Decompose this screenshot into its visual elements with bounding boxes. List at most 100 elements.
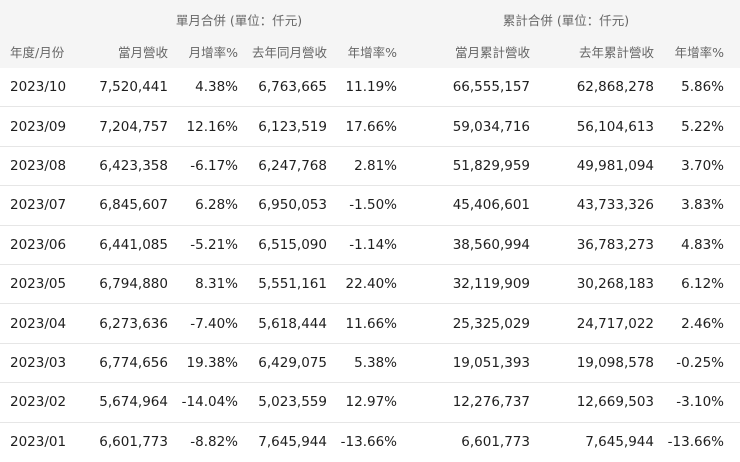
cell-monthly-revenue: 6,774,656 [99,354,168,371]
cell-yoy: -1.14% [349,236,397,253]
cell-last-year-cum: 30,268,183 [576,276,654,293]
cell-cum-yoy: 3.83% [681,197,724,214]
cell-mom: -14.04% [181,394,238,411]
cell-cum-yoy: 3.70% [681,157,724,174]
table-row: 2023/10 7,520,441 4.38% 6,763,665 11.19% 66,5… [0,68,740,108]
cell-mom: 8.31% [195,276,238,293]
table-body: 2023/10 7,520,441 4.38% 6,763,665 11.19% 66,5… [0,68,740,462]
col-header-monthly-revenue: 當月營收 [117,45,168,60]
cell-last-year-cum: 49,981,094 [576,157,654,174]
cell-last-year-monthly: 7,645,944 [258,434,327,451]
cell-cum-revenue: 45,406,601 [452,197,530,214]
cell-period: 2023/02 [10,394,67,411]
col-header-mom: 月增率% [188,45,238,60]
cell-cum-revenue: 12,276,737 [452,394,530,411]
cell-yoy: 12.97% [345,394,397,411]
table-row: 2023/01 6,601,773 -8.82% 7,645,944 -13.66% 6,… [0,423,740,462]
cell-mom: 19.38% [186,354,238,371]
cell-last-year-monthly: 6,123,519 [258,118,327,135]
cell-cum-revenue: 19,051,393 [452,354,530,371]
cell-last-year-monthly: 5,618,444 [258,315,327,332]
group-header-cumulative: 累計合併 (單位：仟元) [502,13,630,28]
cell-yoy: 17.66% [345,118,397,135]
cell-cum-yoy: -0.25% [676,354,724,371]
cell-last-year-cum: 43,733,326 [576,197,654,214]
cell-cum-revenue: 38,560,994 [452,236,530,253]
cell-cum-revenue: 6,601,773 [461,434,530,451]
cell-cum-revenue: 51,829,959 [452,157,530,174]
cell-yoy: 11.66% [345,315,397,332]
cell-monthly-revenue: 6,845,607 [99,197,168,214]
table-row: 2023/07 6,845,607 6.28% 6,950,053 -1.50% 45,4… [0,186,740,226]
cell-last-year-monthly: 6,247,768 [258,157,327,174]
cell-monthly-revenue: 5,674,964 [99,394,168,411]
cell-yoy: 5.38% [354,354,397,371]
cell-last-year-monthly: 6,950,053 [258,197,327,214]
cell-cum-revenue: 66,555,157 [452,79,530,96]
cell-last-year-monthly: 6,515,090 [258,236,327,253]
table-row: 2023/09 7,204,757 12.16% 6,123,519 17.66% 59,… [0,107,740,147]
cell-last-year-cum: 62,868,278 [576,79,654,96]
cell-last-year-cum: 24,717,022 [576,315,654,332]
cell-mom: 6.28% [195,197,238,214]
cell-monthly-revenue: 6,794,880 [99,276,168,293]
col-header-period: 年度/月份 [10,45,65,60]
cell-cum-revenue: 25,325,029 [452,315,530,332]
table-row: 2023/06 6,441,085 -5.21% 6,515,090 -1.14% 38,… [0,226,740,265]
cell-period: 2023/04 [10,315,67,332]
cell-cum-yoy: -3.10% [676,394,724,411]
cell-period: 2023/10 [10,79,67,96]
cell-monthly-revenue: 6,601,773 [99,434,168,451]
cell-mom: 12.16% [186,118,238,135]
cell-period: 2023/05 [10,276,67,293]
table-row: 2023/08 6,423,358 -6.17% 6,247,768 2.81% 51,8… [0,147,740,187]
cell-period: 2023/09 [10,118,67,135]
cell-last-year-monthly: 5,551,161 [258,276,327,293]
table-row: 2023/03 6,774,656 19.38% 6,429,075 5.38% 19,0… [0,344,740,384]
cell-last-year-cum: 19,098,578 [576,354,654,371]
cell-cum-yoy: 6.12% [681,276,724,293]
cell-monthly-revenue: 7,204,757 [99,118,168,135]
cell-yoy: -13.66% [340,434,397,451]
cell-period: 2023/06 [10,236,67,253]
cell-last-year-monthly: 5,023,559 [258,394,327,411]
cell-mom: 4.38% [195,79,238,96]
table-row: 2023/02 5,674,964 -14.04% 5,023,559 12.97% 12… [0,383,740,423]
cell-last-year-cum: 7,645,944 [585,434,654,451]
group-header-monthly: 單月合併 (單位：仟元) [175,13,303,28]
cell-cum-yoy: 5.22% [681,118,724,135]
col-header-cum-revenue: 當月累計營收 [454,45,530,60]
cell-period: 2023/03 [10,354,67,371]
cell-cum-yoy: 2.46% [681,315,724,332]
table-row: 2023/05 6,794,880 8.31% 5,551,161 22.40% 32,1… [0,265,740,305]
cell-yoy: -1.50% [349,197,397,214]
cell-monthly-revenue: 6,423,358 [99,157,168,174]
cell-period: 2023/08 [10,157,67,174]
cell-cum-revenue: 32,119,909 [452,276,530,293]
col-header-cum-yoy: 年增率% [674,45,724,60]
cell-cum-revenue: 59,034,716 [452,118,530,135]
cell-last-year-cum: 12,669,503 [576,394,654,411]
cell-yoy: 22.40% [345,276,397,293]
cell-period: 2023/07 [10,197,67,214]
cell-monthly-revenue: 6,441,085 [99,236,168,253]
col-header-last-year-cum: 去年累計營收 [578,45,654,60]
cell-monthly-revenue: 6,273,636 [99,315,168,332]
col-header-yoy: 年增率% [347,45,397,60]
cell-last-year-monthly: 6,763,665 [258,79,327,96]
cell-mom: -7.40% [190,315,238,332]
cell-mom: -8.82% [190,434,238,451]
cell-yoy: 2.81% [354,157,397,174]
table-row: 2023/04 6,273,636 -7.40% 5,618,444 11.66% 25,… [0,304,740,344]
cell-last-year-cum: 56,104,613 [576,118,654,135]
cell-cum-yoy: 4.83% [681,236,724,253]
col-header-last-year-monthly: 去年同月營收 [251,45,327,60]
cell-cum-yoy: 5.86% [681,79,724,96]
cell-mom: -5.21% [190,236,238,253]
cell-mom: -6.17% [190,157,238,174]
table-header: 單月合併 (單位：仟元) 累計合併 (單位：仟元) 年度/月份 當月營收 月增率… [0,0,740,68]
cell-period: 2023/01 [10,434,67,451]
cell-last-year-cum: 36,783,273 [576,236,654,253]
cell-last-year-monthly: 6,429,075 [258,354,327,371]
cell-yoy: 11.19% [345,79,397,96]
